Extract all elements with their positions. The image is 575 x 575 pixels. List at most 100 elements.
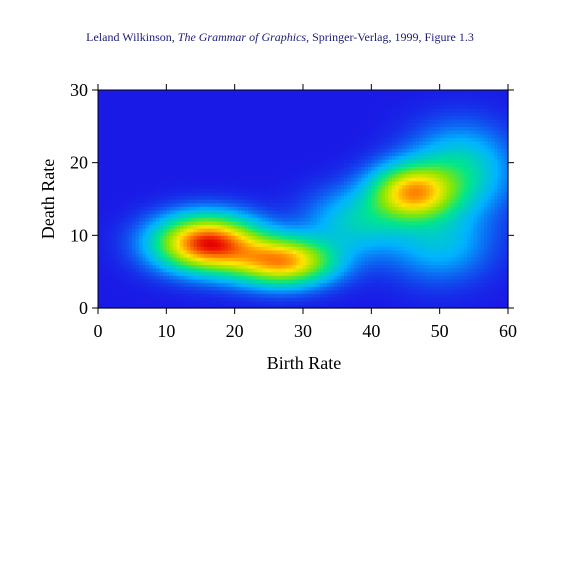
heatmap-cell	[477, 257, 482, 262]
heatmap-cell	[251, 264, 256, 269]
heatmap-cell	[467, 304, 472, 309]
heatmap-cell	[98, 169, 103, 175]
heatmap-cell	[395, 191, 400, 196]
heatmap-cell	[285, 177, 290, 182]
heatmap-cell	[210, 173, 215, 178]
heatmap-cell	[487, 184, 492, 189]
heatmap-cell	[504, 268, 509, 273]
heatmap-cell	[487, 162, 492, 167]
heatmap-cell	[306, 224, 311, 229]
heatmap-cell	[449, 213, 454, 218]
heatmap-cell	[436, 289, 441, 295]
heatmap-cell	[217, 166, 222, 171]
heatmap-cell	[490, 246, 495, 251]
heatmap-cell	[299, 235, 304, 240]
heatmap-cell	[501, 289, 506, 295]
heatmap-cell	[354, 268, 359, 273]
heatmap-cell	[378, 238, 383, 244]
heatmap-cell	[446, 220, 451, 226]
heatmap-cell	[98, 177, 103, 182]
heatmap-cell	[408, 166, 413, 171]
heatmap-cell	[275, 304, 280, 309]
heatmap-cell	[391, 249, 396, 255]
heatmap-cell	[118, 206, 123, 211]
heatmap-cell	[371, 159, 376, 164]
heatmap-cell	[104, 257, 109, 262]
heatmap-cell	[285, 213, 290, 218]
heatmap-cell	[221, 304, 226, 309]
heatmap-cell	[361, 191, 366, 196]
heatmap-cell	[344, 199, 349, 204]
heatmap-cell	[139, 199, 144, 204]
heatmap-cell	[426, 268, 431, 273]
heatmap-cell	[241, 300, 246, 305]
heatmap-cell	[494, 217, 499, 222]
heatmap-cell	[429, 224, 434, 229]
heatmap-cell	[139, 297, 144, 302]
heatmap-cell	[337, 242, 342, 247]
heatmap-cell	[183, 220, 188, 226]
heatmap-cell	[326, 228, 331, 233]
heatmap-cell	[350, 166, 355, 171]
heatmap-cell	[381, 289, 386, 295]
heatmap-cell	[296, 286, 301, 291]
heatmap-cell	[480, 173, 485, 178]
heatmap-cell	[262, 304, 267, 309]
heatmap-cell	[132, 297, 137, 302]
heatmap-cell	[221, 188, 226, 193]
heatmap-cell	[272, 257, 277, 262]
heatmap-cell	[391, 195, 396, 200]
heatmap-cell	[426, 213, 431, 218]
heatmap-cell	[381, 275, 386, 280]
heatmap-cell	[316, 257, 321, 262]
heatmap-cell	[333, 231, 338, 236]
heatmap-cell	[162, 282, 167, 287]
heatmap-cell	[494, 231, 499, 236]
heatmap-cell	[374, 238, 379, 244]
heatmap-cell	[272, 246, 277, 251]
heatmap-cell	[449, 188, 454, 193]
heatmap-cell	[337, 275, 342, 280]
heatmap-cell	[145, 177, 150, 182]
heatmap-cell	[323, 293, 328, 298]
heatmap-cell	[111, 253, 116, 258]
heatmap-cell	[501, 278, 506, 284]
heatmap-cell	[299, 209, 304, 215]
heatmap-cell	[258, 169, 263, 175]
heatmap-cell	[333, 293, 338, 298]
heatmap-cell	[265, 264, 270, 269]
heatmap-cell	[193, 293, 198, 298]
heatmap-cell	[272, 220, 277, 226]
heatmap-cell	[333, 195, 338, 200]
heatmap-cell	[173, 166, 178, 171]
heatmap-cell	[152, 220, 157, 226]
heatmap-cell	[501, 213, 506, 218]
heatmap-cell	[357, 297, 362, 302]
heatmap-cell	[121, 217, 126, 222]
heatmap-cell	[320, 264, 325, 269]
heatmap-cell	[323, 271, 328, 276]
heatmap-cell	[326, 191, 331, 196]
heatmap-cell	[473, 177, 478, 182]
heatmap-cell	[251, 180, 256, 186]
heatmap-cell	[265, 246, 270, 251]
heatmap-cell	[128, 257, 133, 262]
heatmap-cell	[320, 231, 325, 236]
heatmap-cell	[299, 224, 304, 229]
heatmap-cell	[108, 188, 113, 193]
heatmap-cell	[279, 235, 284, 240]
heatmap-cell	[214, 268, 219, 273]
heatmap-cell	[227, 289, 232, 295]
heatmap-cell	[439, 191, 444, 196]
heatmap-cell	[156, 231, 161, 236]
heatmap-cell	[497, 286, 502, 291]
heatmap-cell	[391, 184, 396, 189]
heatmap-cell	[402, 268, 407, 273]
heatmap-cell	[429, 173, 434, 178]
heatmap-cell	[275, 217, 280, 222]
heatmap-cell	[456, 297, 461, 302]
heatmap-cell	[224, 195, 229, 200]
heatmap-cell	[166, 166, 171, 171]
heatmap-cell	[443, 242, 448, 247]
heatmap-cell	[183, 260, 188, 265]
